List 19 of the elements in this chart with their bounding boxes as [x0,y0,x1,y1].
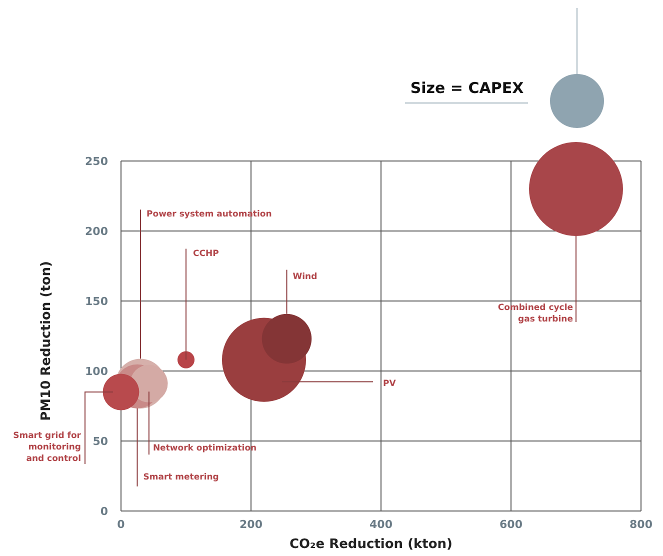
text: CCHP [193,248,219,259]
y-axis-title: PM10 Reduction (ton) [39,261,54,421]
legend-title: Size = CAPEX [410,79,524,97]
x-tick-label: 200 [240,518,263,531]
text: PV [383,378,396,389]
y-tick-label: 0 [100,505,108,518]
y-tick-label: 150 [85,295,108,308]
x-tick-label: 600 [500,518,523,531]
text: Smart metering [143,472,219,482]
y-tick-label: 250 [85,155,108,168]
text: Smart grid for monitoring and control [13,431,82,464]
text: Wind [292,272,318,282]
y-tick-label: 100 [85,365,108,378]
x-tick-label: 0 [117,518,126,531]
x-axis-title: CO₂e Reduction (kton) [289,537,453,552]
x-tick-label: 800 [630,518,653,531]
y-tick-label: 50 [92,435,108,448]
x-tick-label: 400 [370,518,393,531]
y-tick-label: 200 [85,225,108,238]
